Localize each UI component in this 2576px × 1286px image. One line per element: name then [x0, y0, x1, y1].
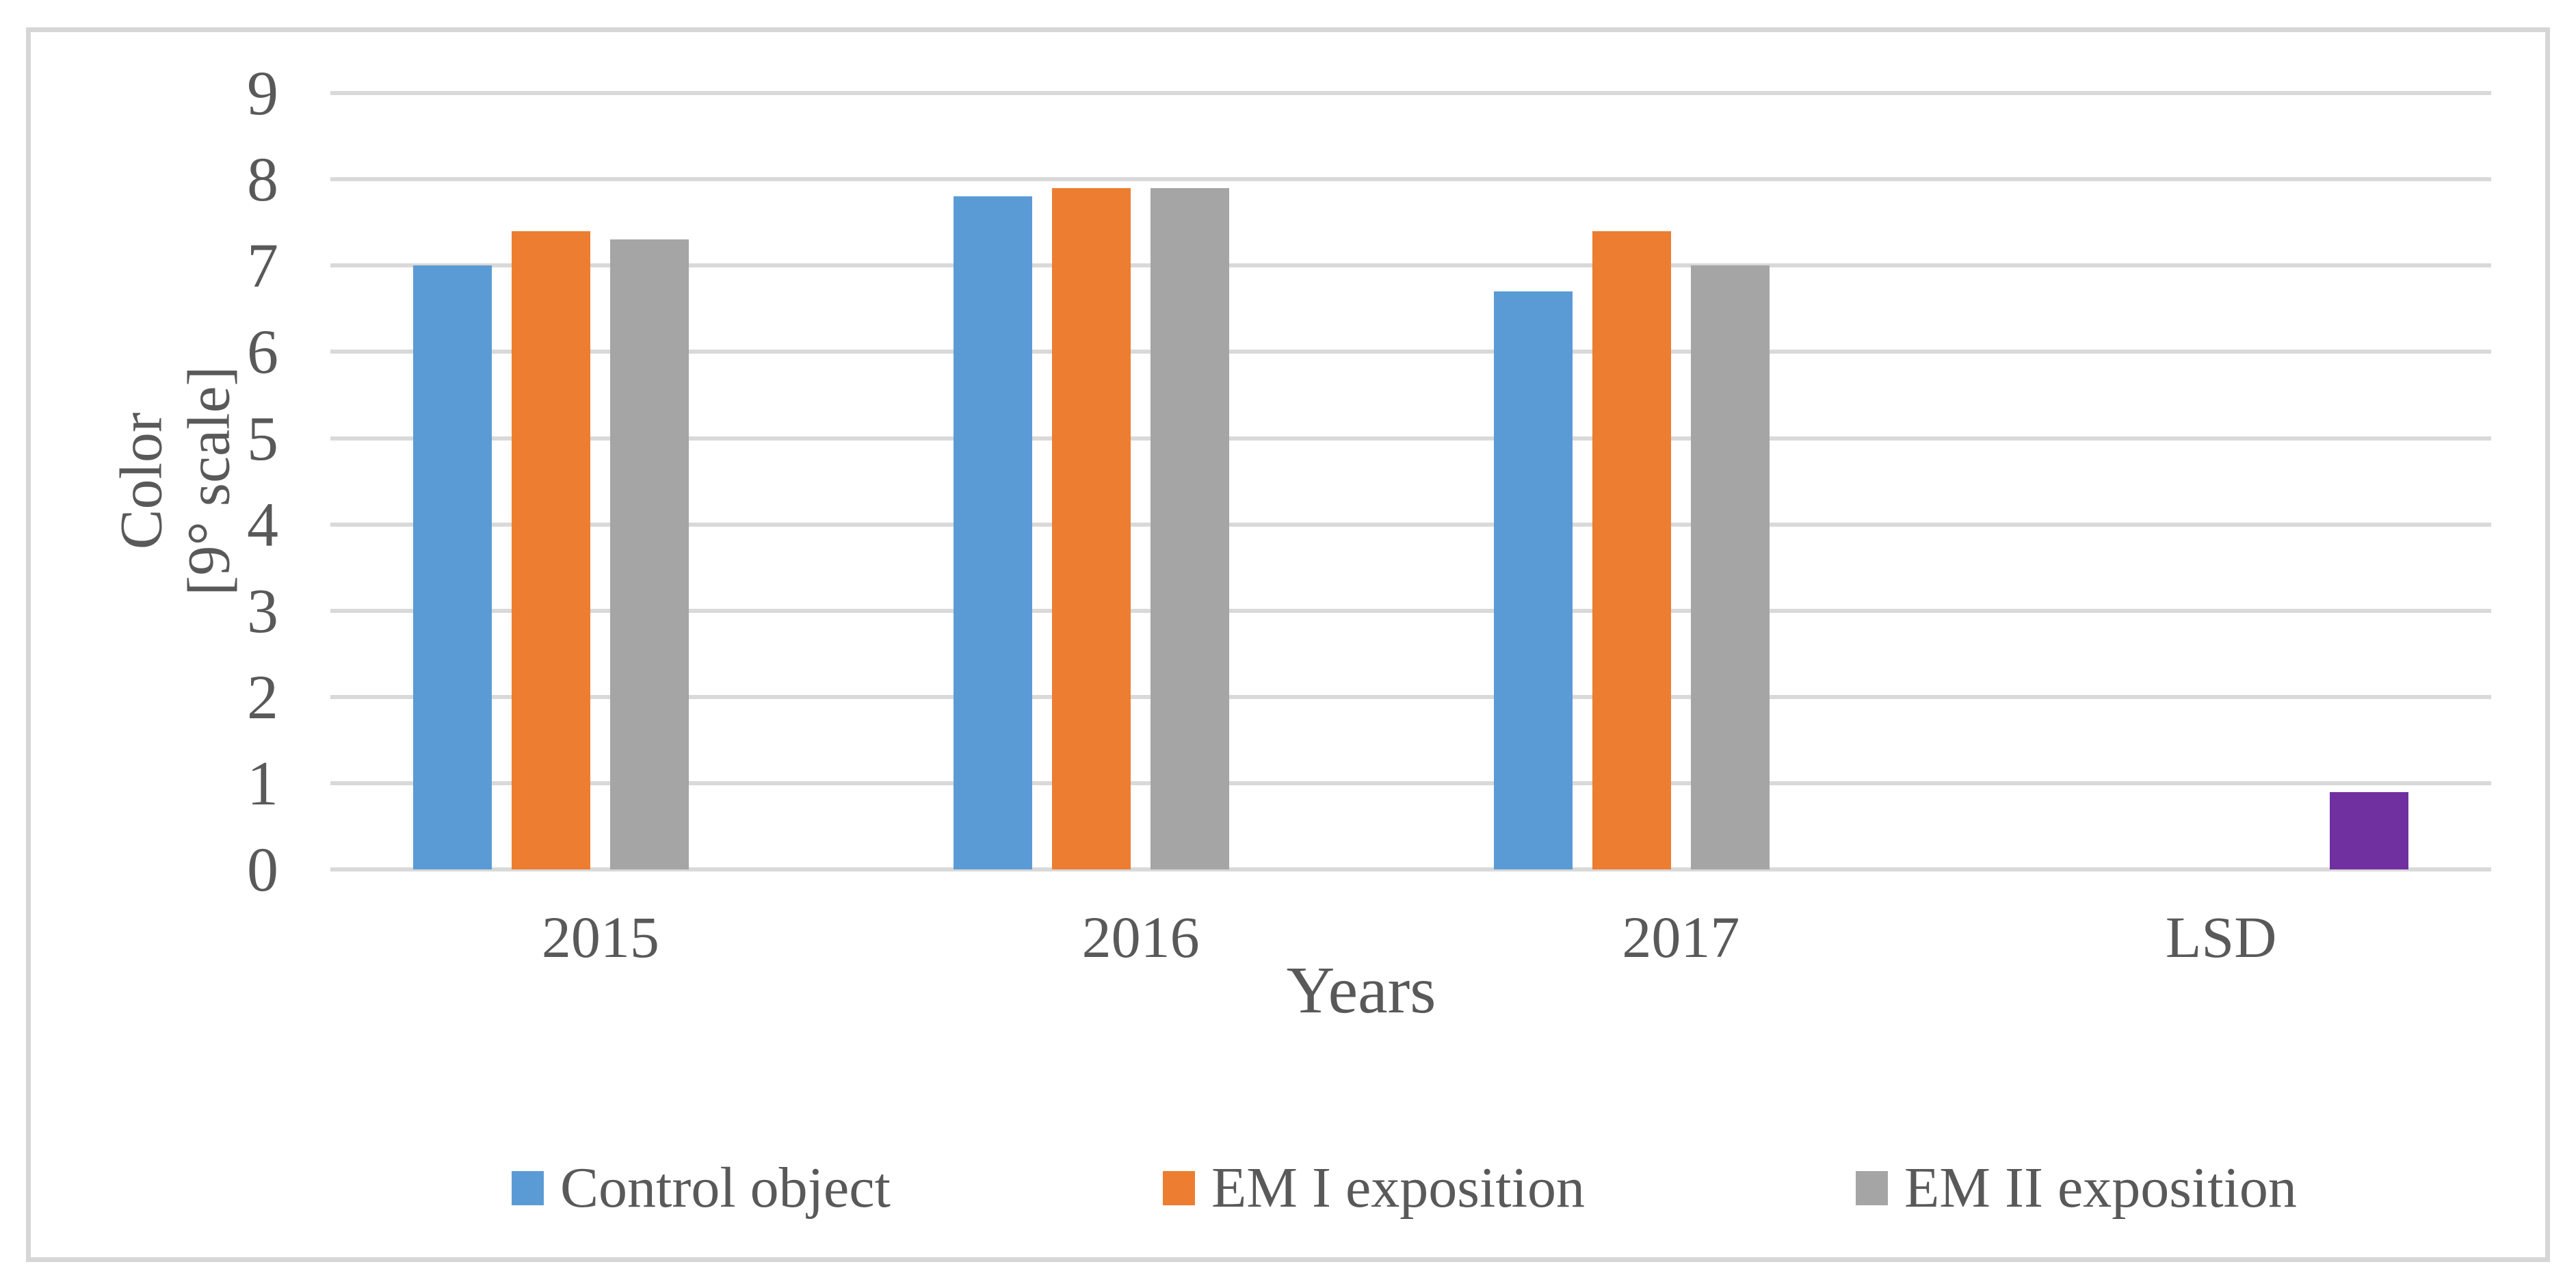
y-tick-label-6: 6	[247, 317, 278, 387]
category-label-2016: 2016	[1081, 904, 1200, 970]
legend-item-em-i-exposition: EM I exposition	[1163, 1159, 1585, 1217]
y-axis-title-line1: Color	[108, 412, 175, 550]
y-tick-label-4: 4	[247, 489, 278, 560]
gridline-0	[330, 867, 2491, 871]
legend-item-control-object: Control object	[512, 1159, 891, 1217]
bar-2016-control-object	[954, 196, 1033, 869]
chart-frame: 0 1 2 3 4 5 6 7 8 9 2015 2016 2017 LSD Color [9° sca…	[26, 27, 2550, 1262]
bar-2015-em-ii-exposition	[610, 239, 689, 869]
legend-item-em-ii-exposition: EM II exposition	[1856, 1159, 2297, 1217]
bar-2015-em-i-exposition	[512, 231, 591, 869]
category-label-2017: 2017	[1622, 904, 1740, 970]
gridline-9	[330, 91, 2491, 96]
gridline-7	[330, 263, 2491, 268]
gridline-5	[330, 436, 2491, 441]
bar-2015-control-object	[413, 265, 492, 869]
bar-2016-em-ii-exposition	[1151, 187, 1230, 869]
category-label-LSD: LSD	[2165, 904, 2277, 970]
bar-2017-control-object	[1493, 291, 1573, 869]
legend-swatch-icon	[512, 1171, 544, 1205]
gridline-2	[330, 694, 2491, 699]
gridline-1	[330, 780, 2491, 785]
y-tick-label-8: 8	[247, 144, 278, 215]
legend-label: Control object	[560, 1156, 891, 1220]
bar-LSD-lsd	[2329, 791, 2408, 869]
y-tick-label-7: 7	[247, 231, 278, 301]
bar-2017-em-ii-exposition	[1690, 265, 1770, 869]
y-tick-label-0: 0	[247, 835, 278, 904]
legend-swatch-icon	[1856, 1171, 1888, 1205]
gridline-3	[330, 608, 2491, 613]
gridline-8	[330, 177, 2491, 182]
legend-swatch-icon	[1163, 1171, 1195, 1205]
y-tick-label-9: 9	[247, 58, 278, 129]
y-tick-label-2: 2	[247, 661, 278, 732]
x-axis-title: Years	[1286, 954, 1436, 1027]
bar-2017-em-i-exposition	[1592, 231, 1671, 869]
bar-2016-em-i-exposition	[1052, 187, 1131, 869]
gridline-6	[330, 350, 2491, 354]
y-tick-label-1: 1	[247, 748, 278, 818]
legend-label: EM I exposition	[1211, 1156, 1585, 1220]
y-tick-label-5: 5	[247, 403, 278, 473]
y-axis-title-line2: [9° scale]	[176, 366, 242, 596]
category-label-2015: 2015	[541, 904, 659, 970]
y-tick-label-3: 3	[247, 575, 278, 646]
gridline-4	[330, 522, 2491, 527]
y-axis-title: Color [9° scale]	[108, 366, 243, 596]
legend: Control object EM I exposition EM II expos…	[31, 32, 2545, 1257]
legend-label: EM II exposition	[1904, 1156, 2297, 1220]
